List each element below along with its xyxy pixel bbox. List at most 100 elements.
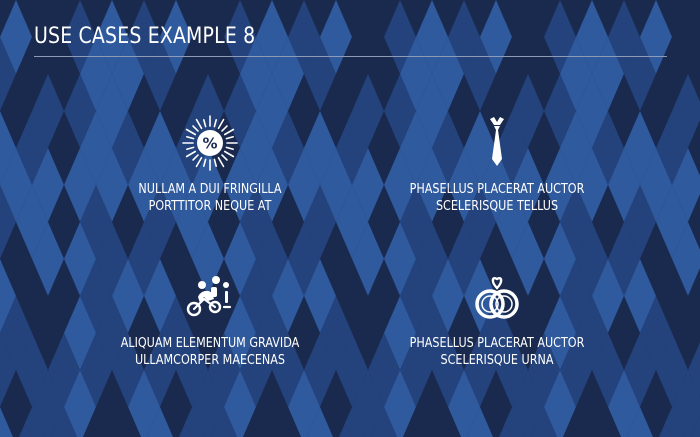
sunburst-ray <box>225 135 234 140</box>
diamond-tile <box>544 370 576 437</box>
sunburst-ray <box>185 150 197 158</box>
diamond-tile <box>432 0 464 37</box>
use-case-caption: NULLAM A DUI FRINGILLA PORTTITOR NEQUE A… <box>98 181 322 215</box>
discount-badge-icon: % <box>182 115 238 171</box>
diamond-tile <box>19 407 45 437</box>
diamond-tile <box>371 407 397 437</box>
caption-line-1: NULLAM A DUI FRINGILLA <box>138 182 282 197</box>
use-case-caption: ALIQUAM ELEMENTUM GRAVIDA ULLAMCORPER MA… <box>98 335 322 369</box>
caption-line-1: ALIQUAM ELEMENTUM GRAVIDA <box>120 336 300 351</box>
diamond-tile <box>64 370 96 437</box>
diamond-tile <box>307 407 333 437</box>
diamond-tile <box>336 0 368 37</box>
caption-line-2: SCELERISQUE TELLUS <box>435 199 559 214</box>
diamond-tile <box>368 0 400 37</box>
diamond-tile <box>384 370 416 437</box>
diamond-tile <box>672 370 700 437</box>
diamond-tile <box>147 407 173 437</box>
diamond-tile <box>640 370 672 437</box>
sunburst-ray <box>225 146 234 151</box>
diamond-tile <box>211 407 237 437</box>
diamond-tile <box>531 407 557 437</box>
diamond-tile <box>96 370 128 437</box>
sunburst-ray <box>213 119 218 128</box>
diamond-tile <box>0 333 16 407</box>
diamond-tile <box>691 416 700 437</box>
diamond-tile <box>115 407 141 437</box>
wedding-rings-icon <box>475 277 519 319</box>
diamond-tile <box>112 0 144 37</box>
diamond-tile <box>560 0 592 37</box>
diamond-tile <box>688 342 700 398</box>
sunburst-ray <box>223 150 235 158</box>
diamond-tile <box>0 370 32 437</box>
diamond-tile <box>0 407 13 437</box>
diamond-tile <box>416 370 448 437</box>
sunburst-ray <box>202 158 207 167</box>
diamond-tile <box>304 0 336 37</box>
sunburst-ray <box>213 158 218 167</box>
diamond-tile <box>352 370 384 437</box>
diamond-tile <box>400 0 432 37</box>
sunburst-ray <box>217 156 225 168</box>
diamond-tile <box>208 0 240 37</box>
diamond-tile <box>435 407 461 437</box>
diamond-tile <box>496 0 528 37</box>
sunburst-ray <box>202 119 207 128</box>
diamond-tile <box>275 407 301 437</box>
sunburst-ray <box>223 128 235 136</box>
diamond-tile <box>0 111 16 185</box>
use-case-card: % NULLAM A DUI FRINGILLA PORTTITOR NEQUE… <box>80 113 340 215</box>
diamond-tile <box>624 0 656 37</box>
diamond-tile <box>672 222 700 296</box>
diamond-tile <box>339 407 365 437</box>
diamond-tile <box>656 0 688 37</box>
diamond-tile <box>467 407 493 437</box>
diamond-tile <box>192 370 224 437</box>
diamond-tile <box>240 0 272 37</box>
use-case-caption: PHASELLUS PLACERAT AUCTOR SCELERISQUE UR… <box>385 335 609 369</box>
diamond-tile <box>179 407 205 437</box>
necktie-icon <box>490 117 504 166</box>
diamond-tile <box>272 0 304 37</box>
caption-line-2: PORTTITOR NEQUE AT <box>148 199 272 214</box>
diamond-tile <box>224 370 256 437</box>
diamond-tile <box>672 296 700 370</box>
sunburst-ray <box>186 146 195 151</box>
diamond-tile <box>563 407 589 437</box>
diamond-tile <box>288 370 320 437</box>
diamond-tile <box>672 148 700 222</box>
diamond-tile <box>627 407 653 437</box>
slide-title: USE CASES EXAMPLE 8 <box>34 24 256 49</box>
diamond-tile <box>144 0 176 37</box>
sunburst-ray <box>186 135 195 140</box>
diamond-tile <box>48 0 80 37</box>
use-case-card: PHASELLUS PLACERAT AUCTOR SCELERISQUE TE… <box>367 113 627 215</box>
use-case-card: PHASELLUS PLACERAT AUCTOR SCELERISQUE UR… <box>367 267 627 369</box>
diamond-tile <box>0 185 16 259</box>
sunburst-ray <box>192 154 199 161</box>
use-case-caption: PHASELLUS PLACERAT AUCTOR SCELERISQUE TE… <box>385 181 609 215</box>
diamond-tile <box>448 370 480 437</box>
sunburst-ray <box>221 125 228 132</box>
diamond-tile <box>688 120 700 176</box>
diamond-tile <box>320 370 352 437</box>
caption-line-2: SCELERISQUE URNA <box>440 353 554 368</box>
diamond-tile <box>51 407 77 437</box>
diamond-tile <box>32 370 64 437</box>
diamond-tile <box>83 407 109 437</box>
diamond-tile <box>659 407 685 437</box>
diamond-tile <box>595 407 621 437</box>
caption-line-1: PHASELLUS PLACERAT AUCTOR <box>409 336 585 351</box>
diamond-tile <box>128 370 160 437</box>
diamond-tile <box>0 259 16 333</box>
diamond-tile <box>80 0 112 37</box>
caption-line-2: ULLAMCORPER MAECENAS <box>134 353 286 368</box>
diamond-tile <box>576 370 608 437</box>
diamond-tile <box>499 407 525 437</box>
sunburst-ray <box>195 118 203 130</box>
diamond-tile <box>688 46 700 102</box>
diamond-tile <box>464 0 496 37</box>
